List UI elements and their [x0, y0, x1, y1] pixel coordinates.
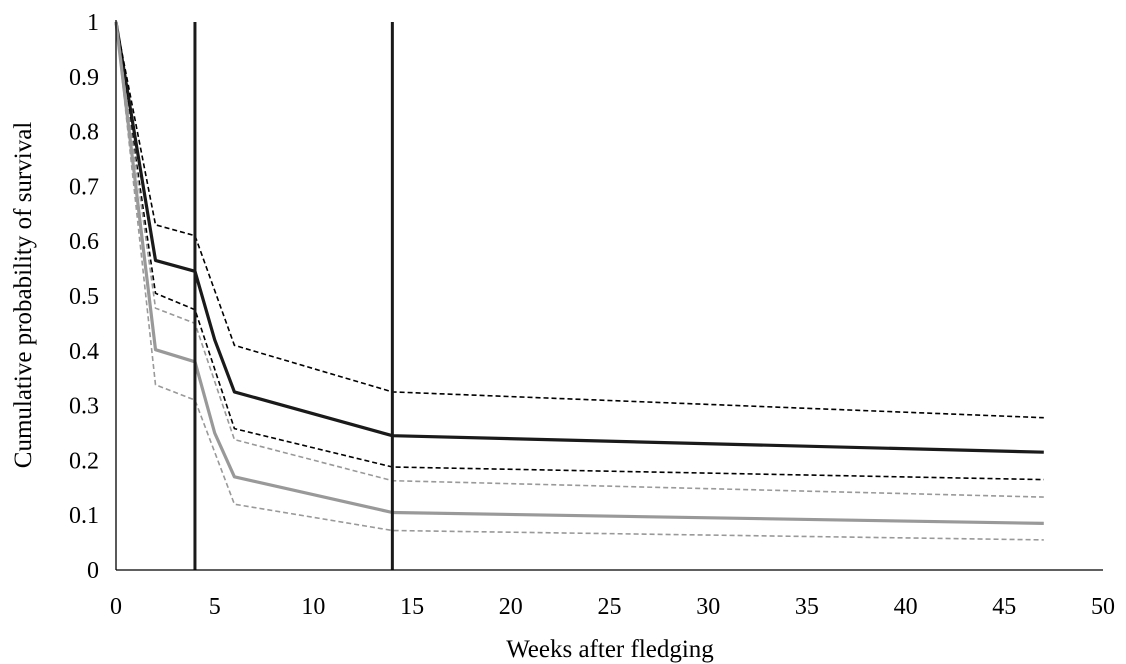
tick-labels: 0 5 10 15 20 25 30 35 40 45 50 0 0.1 0.2 0.3 0.4 0.5 0.6 0… — [69, 10, 1115, 620]
y-tick-label: 0 — [87, 558, 99, 584]
series-line-1 — [114, 21, 1044, 454]
x-tick-label: 20 — [499, 594, 523, 620]
reference-lines — [193, 22, 394, 570]
y-tick-label: 0.3 — [69, 394, 99, 420]
y-tick-label: 0.2 — [69, 448, 99, 474]
y-tick-label: 0.4 — [69, 339, 99, 365]
x-tick-label: 0 — [110, 594, 122, 620]
x-tick-label: 15 — [400, 594, 424, 620]
axes — [115, 20, 1103, 571]
x-tick-label: 10 — [301, 594, 325, 620]
x-axis-label: Weeks after fledging — [506, 636, 714, 663]
series-line-6 — [115, 21, 1044, 541]
y-axis-label: Cumulative probability of survival — [10, 122, 37, 469]
series-line-2 — [115, 21, 1044, 419]
x-tick-label: 35 — [795, 594, 819, 620]
series-line-3 — [115, 21, 1044, 481]
series-line-5 — [115, 21, 1044, 498]
y-tick-label: 0.7 — [69, 174, 99, 200]
series-layer — [114, 21, 1044, 541]
x-tick-label: 25 — [598, 594, 622, 620]
y-tick-label: 1 — [87, 10, 99, 36]
y-tick-label: 0.5 — [69, 284, 99, 310]
x-tick-label: 50 — [1091, 594, 1115, 620]
x-tick-label: 30 — [696, 594, 720, 620]
y-tick-label: 0.9 — [69, 65, 99, 91]
y-tick-label: 0.6 — [69, 229, 99, 255]
x-tick-label: 40 — [894, 594, 918, 620]
y-tick-label: 0.1 — [69, 503, 99, 529]
y-tick-label: 0.8 — [69, 120, 99, 146]
x-tick-label: 5 — [209, 594, 221, 620]
x-tick-label: 45 — [992, 594, 1016, 620]
